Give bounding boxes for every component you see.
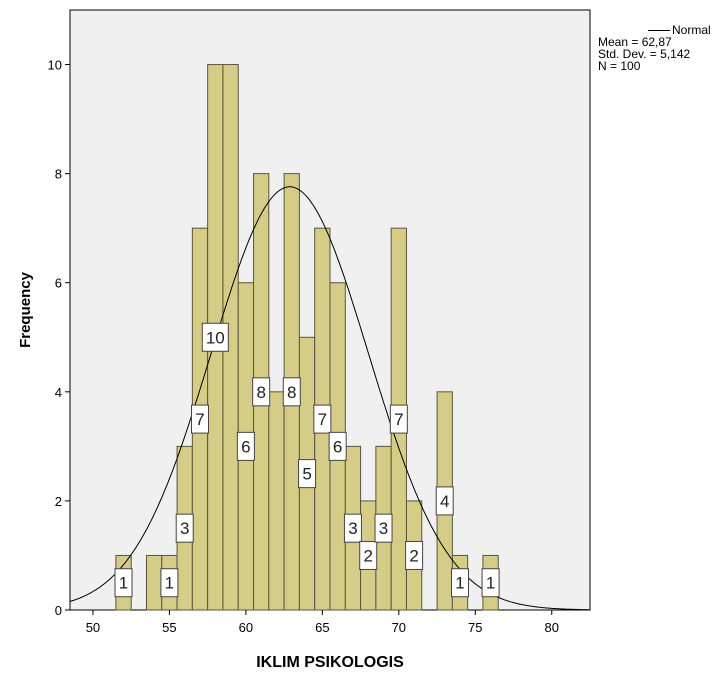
stat-n: N = 100	[598, 59, 641, 73]
x-tick-label-80: 80	[545, 620, 559, 635]
bar-label-box-70	[389, 404, 408, 434]
bar-54	[145, 554, 163, 611]
bar-label-box-67	[343, 513, 362, 543]
x-tick-label-75: 75	[468, 620, 482, 635]
stat-mean: Mean = 62,87	[598, 35, 672, 49]
bar-data-label-52: 1	[119, 574, 128, 593]
stats-legend: Normal Mean = 62,87 Std. Dev. = 5,142 N …	[598, 24, 711, 72]
bar-label-box-71	[405, 540, 424, 570]
bar-data-label-61: 8	[256, 383, 265, 402]
bar-62	[268, 391, 285, 611]
x-tick-label-55: 55	[162, 620, 176, 635]
y-tick-label-2: 2	[55, 494, 62, 509]
bar-label-box-68	[359, 540, 378, 570]
bar-data-label-57: 7	[195, 410, 204, 429]
bar-data-label-66: 6	[333, 437, 342, 456]
y-tick-label-6: 6	[55, 276, 62, 291]
x-tick-label-50: 50	[86, 620, 100, 635]
y-axis-label: Frequency	[17, 271, 34, 348]
y-tick-label-10: 10	[48, 58, 62, 73]
bar-data-label-73: 4	[440, 492, 449, 511]
x-tick-label-60: 60	[239, 620, 253, 635]
y-tick-label-8: 8	[55, 167, 62, 182]
legend-line-icon	[648, 30, 670, 32]
x-axis-label: IKLIM PSIKOLOGIS	[256, 654, 404, 671]
bar-label-box-52	[114, 568, 133, 598]
bar-data-label-76: 1	[486, 574, 495, 593]
bars-layer	[115, 64, 499, 611]
bar-label-box-58	[201, 322, 229, 352]
bar-data-label-70: 7	[394, 410, 403, 429]
bar-data-label-65: 7	[318, 410, 327, 429]
legend-entry-normal: Normal	[598, 24, 711, 36]
bar-data-label-64: 5	[302, 465, 311, 484]
bar-data-label-60: 6	[241, 437, 250, 456]
normal-curve	[69, 186, 590, 611]
bar-label-box-76	[481, 568, 500, 598]
bar-data-label-56: 3	[180, 519, 189, 538]
bar-data-label-63: 8	[287, 383, 296, 402]
bar-label-box-73	[435, 486, 454, 516]
bar-label-box-57	[191, 404, 209, 434]
bar-label-box-64	[298, 459, 317, 489]
bar-data-label-67: 3	[348, 519, 357, 538]
bar-label-box-55	[160, 568, 179, 598]
bar-label-box-61	[252, 377, 271, 407]
bar-label-box-60	[236, 431, 255, 461]
bar-label-box-66	[328, 431, 347, 461]
bar-data-label-58: 10	[206, 328, 225, 347]
y-tick-label-4: 4	[55, 385, 62, 400]
bar-data-label-74: 1	[455, 574, 464, 593]
stat-sd: Std. Dev. = 5,142	[598, 47, 691, 61]
bar-data-label-71: 2	[409, 546, 418, 565]
y-tick-label-0: 0	[55, 603, 62, 618]
legend-label: Normal	[672, 23, 711, 37]
bar-label-box-63	[282, 377, 301, 407]
bar-data-label-55: 1	[165, 574, 174, 593]
bar-data-label-69: 3	[379, 519, 388, 538]
x-tick-label-65: 65	[315, 620, 329, 635]
bar-data-label-68: 2	[364, 546, 373, 565]
bar-label-box-74	[451, 568, 469, 598]
x-tick-label-70: 70	[392, 620, 406, 635]
bar-label-box-69	[374, 513, 393, 543]
bar-label-box-65	[313, 404, 332, 434]
bar-label-box-56	[175, 513, 194, 543]
